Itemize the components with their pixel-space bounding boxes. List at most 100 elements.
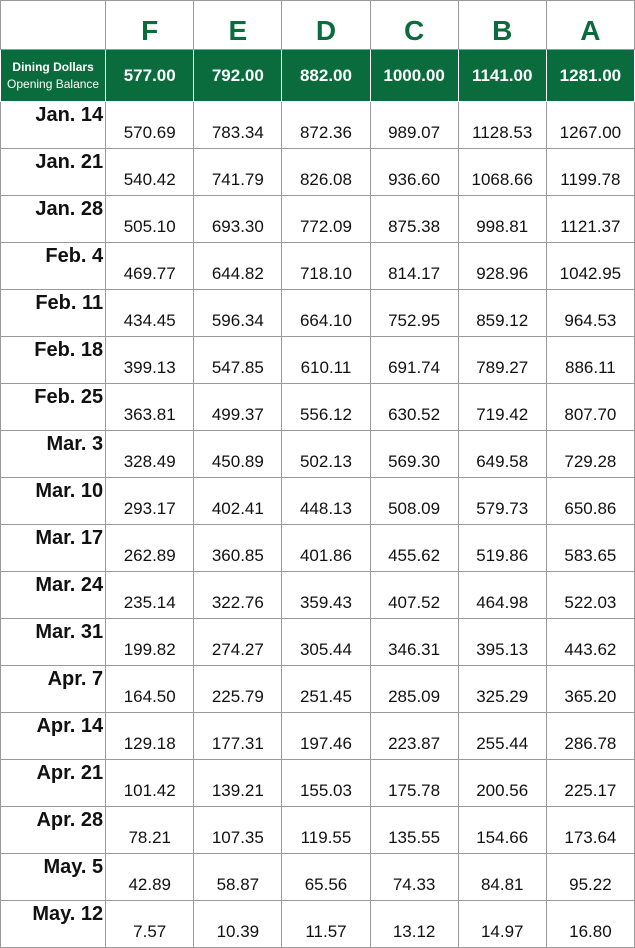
balance-cell: 729.28 (545, 430, 635, 478)
balance-cell: 84.81 (457, 853, 547, 901)
balance-cell: 175.78 (369, 759, 459, 807)
week-date: May. 5 (0, 853, 107, 901)
table-row: May. 12 7.57 10.39 11.57 13.12 14.97 16.80 (0, 900, 635, 948)
balance-cell: 262.89 (105, 524, 195, 572)
balance-cell: 395.13 (457, 618, 547, 666)
opening-balance-value: 792.00 (193, 49, 283, 102)
week-date: Feb. 11 (0, 289, 107, 337)
balance-cell: 10.39 (193, 900, 283, 948)
balance-cell: 274.27 (193, 618, 283, 666)
balance-cell: 502.13 (281, 430, 371, 478)
balance-cell: 139.21 (193, 759, 283, 807)
table-row: Jan. 14 570.69 783.34 872.36 989.07 1128.53 12… (0, 101, 635, 149)
week-date: Jan. 14 (0, 101, 107, 149)
balance-cell: 107.35 (193, 806, 283, 854)
week-date: Apr. 28 (0, 806, 107, 854)
plan-header: C (369, 0, 459, 50)
balance-cell: 235.14 (105, 571, 195, 619)
table-row: Apr. 7 164.50 225.79 251.45 285.09 325.29 365.… (0, 665, 635, 713)
balance-cell: 1267.00 (545, 101, 635, 149)
balance-cell: 58.87 (193, 853, 283, 901)
table-row: Feb. 11 434.45 596.34 664.10 752.95 859.12 964… (0, 289, 635, 337)
opening-balance-value: 882.00 (281, 49, 371, 102)
balance-cell: 644.82 (193, 242, 283, 290)
balance-cell: 505.10 (105, 195, 195, 243)
opening-label-line2: Opening Balance (7, 77, 100, 91)
balance-cell: 448.13 (281, 477, 371, 525)
week-date: Feb. 25 (0, 383, 107, 431)
balance-cell: 1042.95 (545, 242, 635, 290)
balance-cell: 872.36 (281, 101, 371, 149)
balance-cell: 443.62 (545, 618, 635, 666)
balance-cell: 135.55 (369, 806, 459, 854)
week-date: Apr. 21 (0, 759, 107, 807)
balance-cell: 1199.78 (545, 148, 635, 196)
plan-header: E (193, 0, 283, 50)
balance-cell: 1128.53 (457, 101, 547, 149)
balance-cell: 365.20 (545, 665, 635, 713)
balance-cell: 177.31 (193, 712, 283, 760)
balance-cell: 664.10 (281, 289, 371, 337)
balance-cell: 596.34 (193, 289, 283, 337)
table-row: Jan. 28 505.10 693.30 772.09 875.38 998.81 112… (0, 195, 635, 243)
table-row: Apr. 21 101.42 139.21 155.03 175.78 200.56 225… (0, 759, 635, 807)
balance-cell: 964.53 (545, 289, 635, 337)
balance-cell: 305.44 (281, 618, 371, 666)
table-row: Mar. 10 293.17 402.41 448.13 508.09 579.73 650… (0, 477, 635, 525)
week-date: Jan. 21 (0, 148, 107, 196)
week-date: Feb. 4 (0, 242, 107, 290)
table-row: Mar. 31 199.82 274.27 305.44 346.31 395.13 443… (0, 618, 635, 666)
balance-cell: 741.79 (193, 148, 283, 196)
balance-cell: 407.52 (369, 571, 459, 619)
table-row: Apr. 28 78.21 107.35 119.55 135.55 154.66 173.… (0, 806, 635, 854)
table-row: Mar. 3 328.49 450.89 502.13 569.30 649.58 729.… (0, 430, 635, 478)
balance-cell: 936.60 (369, 148, 459, 196)
plan-header: D (281, 0, 371, 50)
balance-cell: 508.09 (369, 477, 459, 525)
table-row: Feb. 4 469.77 644.82 718.10 814.17 928.96 1042… (0, 242, 635, 290)
table-row: Mar. 24 235.14 322.76 359.43 407.52 464.98 522… (0, 571, 635, 619)
balance-cell: 401.86 (281, 524, 371, 572)
balance-cell: 363.81 (105, 383, 195, 431)
balance-cell: 1121.37 (545, 195, 635, 243)
balance-cell: 693.30 (193, 195, 283, 243)
week-date: Feb. 18 (0, 336, 107, 384)
balance-cell: 255.44 (457, 712, 547, 760)
balance-cell: 197.46 (281, 712, 371, 760)
balance-cell: 455.62 (369, 524, 459, 572)
balance-cell: 402.41 (193, 477, 283, 525)
table-row: Feb. 18 399.13 547.85 610.11 691.74 789.27 886… (0, 336, 635, 384)
week-date: Jan. 28 (0, 195, 107, 243)
balance-cell: 826.08 (281, 148, 371, 196)
opening-balance-value: 1000.00 (369, 49, 459, 102)
balance-cell: 154.66 (457, 806, 547, 854)
table-row: Jan. 21 540.42 741.79 826.08 936.60 1068.66 11… (0, 148, 635, 196)
balance-cell: 251.45 (281, 665, 371, 713)
week-date: May. 12 (0, 900, 107, 948)
balance-cell: 328.49 (105, 430, 195, 478)
balance-cell: 7.57 (105, 900, 195, 948)
balance-cell: 199.82 (105, 618, 195, 666)
balance-cell: 65.56 (281, 853, 371, 901)
balance-cell: 155.03 (281, 759, 371, 807)
balance-cell: 14.97 (457, 900, 547, 948)
balance-cell: 360.85 (193, 524, 283, 572)
balance-cell: 223.87 (369, 712, 459, 760)
balance-cell: 719.42 (457, 383, 547, 431)
balance-cell: 583.65 (545, 524, 635, 572)
table-row: Apr. 14 129.18 177.31 197.46 223.87 255.44 286… (0, 712, 635, 760)
balance-cell: 789.27 (457, 336, 547, 384)
balance-cell: 42.89 (105, 853, 195, 901)
plan-header-row: F E D C B A (0, 0, 635, 50)
balance-cell: 691.74 (369, 336, 459, 384)
week-date: Mar. 31 (0, 618, 107, 666)
opening-balance-value: 1141.00 (457, 49, 547, 102)
opening-balance-value: 1281.00 (545, 49, 635, 102)
balance-cell: 556.12 (281, 383, 371, 431)
balance-cell: 859.12 (457, 289, 547, 337)
balance-cell: 78.21 (105, 806, 195, 854)
balance-cell: 650.86 (545, 477, 635, 525)
balance-cell: 649.58 (457, 430, 547, 478)
table-row: May. 5 42.89 58.87 65.56 74.33 84.81 95.22 (0, 853, 635, 901)
